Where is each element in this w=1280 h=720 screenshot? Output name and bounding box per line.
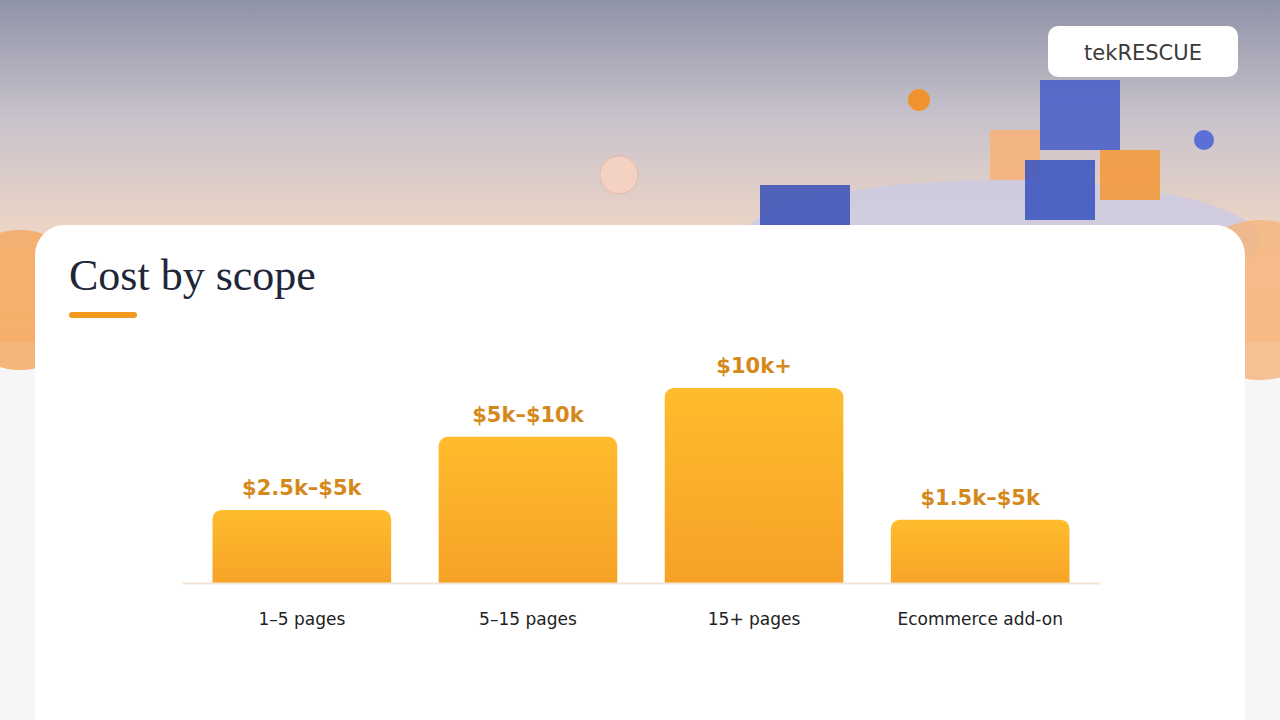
dot	[1194, 130, 1214, 150]
bar	[439, 437, 618, 583]
data-labels: $2.5k–$5k $5k–$10k $10k+ $1.5k–$5k	[242, 354, 1041, 510]
x-tick-label: 1–5 pages	[258, 609, 345, 629]
bar	[665, 388, 844, 583]
bars	[213, 388, 1070, 583]
moon	[600, 156, 638, 194]
cube	[760, 185, 850, 225]
bar	[213, 510, 392, 583]
brand: tekRESCUE	[1084, 41, 1202, 65]
title-underline	[69, 312, 137, 318]
tick: Ecommerce add-on	[897, 583, 1063, 629]
tick: 5–15 pages	[479, 583, 577, 629]
cube	[1025, 160, 1095, 220]
data-label: $5k–$10k	[472, 403, 585, 427]
x-tick-label: Ecommerce add-on	[897, 609, 1063, 629]
chart-svg: tekRESCUE Cost by scope 1–5 pages 5–15 page…	[0, 0, 1280, 720]
data-label: $2.5k–$5k	[242, 476, 363, 500]
cube	[1040, 80, 1120, 150]
tick: 1–5 pages	[258, 583, 345, 629]
x-tick-label: 5–15 pages	[479, 609, 577, 629]
data-label: $1.5k–$5k	[920, 486, 1041, 510]
dot	[908, 89, 930, 111]
title: Cost by scope	[69, 251, 316, 300]
axis-line	[183, 583, 1101, 585]
data-label: $10k+	[716, 354, 791, 378]
cube	[1100, 150, 1160, 200]
x-tick-label: 15+ pages	[708, 609, 801, 629]
bar	[891, 520, 1070, 583]
tick: 15+ pages	[708, 583, 801, 629]
card	[35, 225, 1245, 720]
x-axis: 1–5 pages 5–15 pages 15+ pages Ecommerce ad…	[183, 583, 1101, 629]
brand-badge	[1048, 26, 1238, 77]
